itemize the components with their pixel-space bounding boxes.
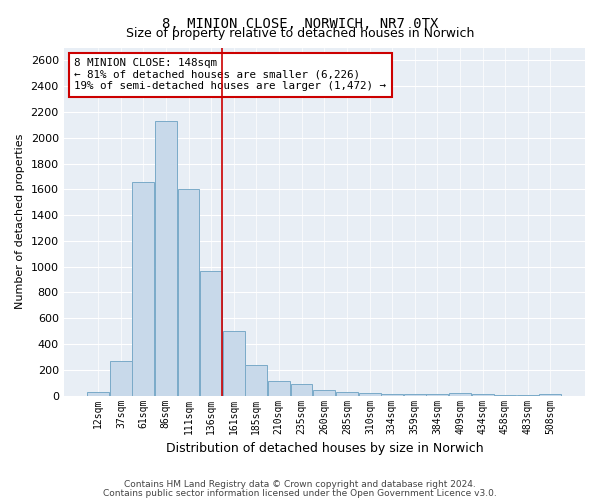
Bar	[268, 382, 290, 396]
Bar	[245, 364, 267, 396]
Text: 8 MINION CLOSE: 148sqm
← 81% of detached houses are smaller (6,226)
19% of semi-: 8 MINION CLOSE: 148sqm ← 81% of detached…	[74, 58, 386, 91]
Bar	[110, 361, 132, 396]
Bar	[359, 393, 381, 396]
Y-axis label: Number of detached properties: Number of detached properties	[15, 134, 25, 310]
Bar	[449, 393, 471, 396]
Text: Contains HM Land Registry data © Crown copyright and database right 2024.: Contains HM Land Registry data © Crown c…	[124, 480, 476, 489]
Text: Size of property relative to detached houses in Norwich: Size of property relative to detached ho…	[126, 28, 474, 40]
Bar	[88, 392, 109, 396]
X-axis label: Distribution of detached houses by size in Norwich: Distribution of detached houses by size …	[166, 442, 483, 455]
Text: 8, MINION CLOSE, NORWICH, NR7 0TX: 8, MINION CLOSE, NORWICH, NR7 0TX	[162, 18, 438, 32]
Bar	[132, 182, 154, 396]
Text: Contains public sector information licensed under the Open Government Licence v3: Contains public sector information licen…	[103, 488, 497, 498]
Bar	[313, 390, 335, 396]
Bar	[494, 395, 516, 396]
Bar	[472, 394, 494, 396]
Bar	[427, 394, 448, 396]
Bar	[336, 392, 358, 396]
Bar	[517, 395, 539, 396]
Bar	[381, 394, 403, 396]
Bar	[539, 394, 562, 396]
Bar	[404, 394, 425, 396]
Bar	[178, 190, 199, 396]
Bar	[290, 384, 313, 396]
Bar	[155, 121, 176, 396]
Bar	[200, 270, 222, 396]
Bar	[223, 331, 245, 396]
